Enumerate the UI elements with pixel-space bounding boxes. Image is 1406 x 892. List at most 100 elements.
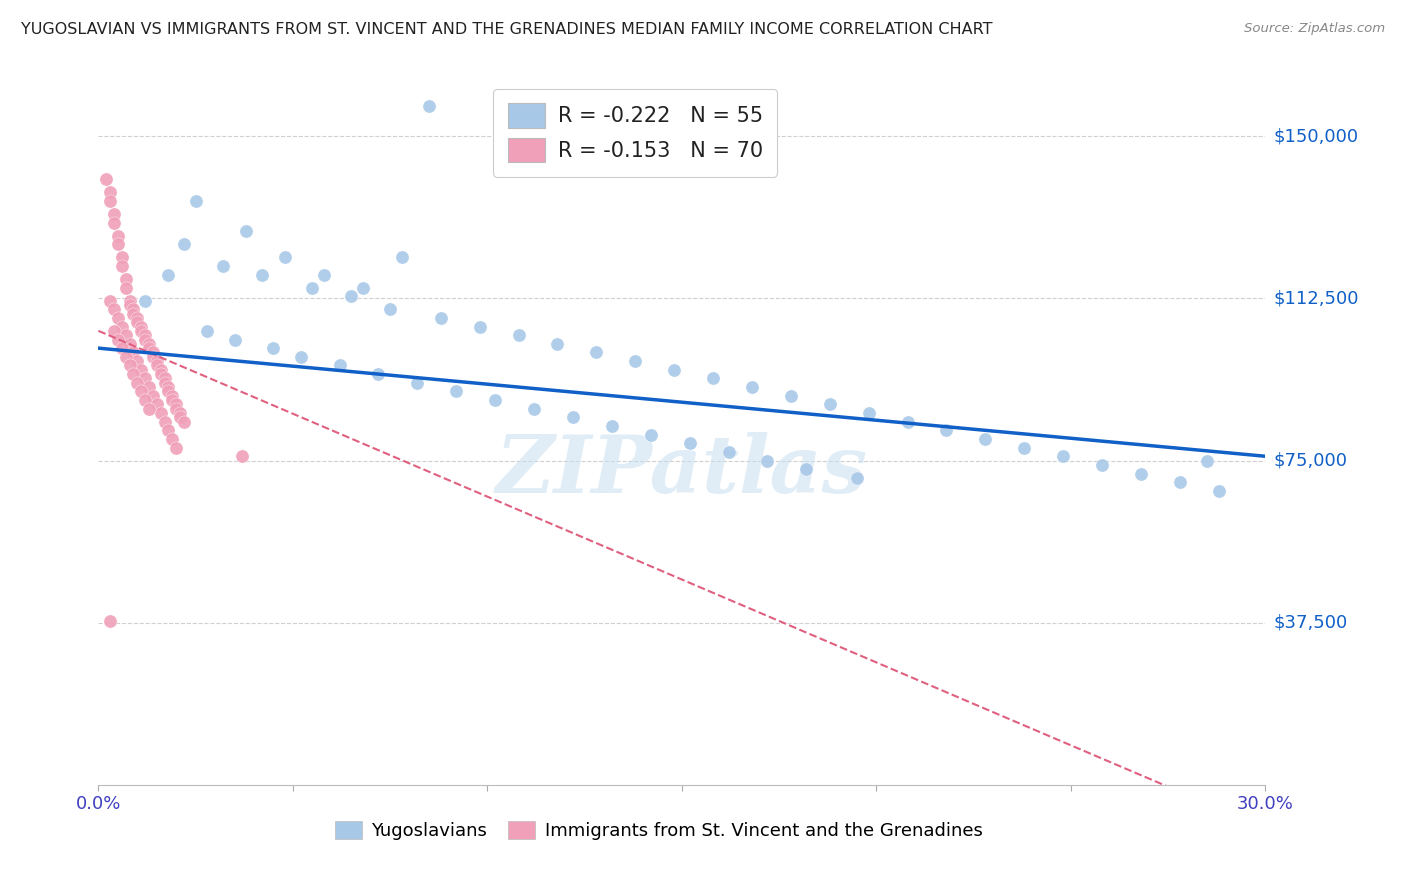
Point: [224, 333, 246, 347]
Point: [98, 614, 121, 628]
Point: [756, 453, 779, 467]
Point: [312, 268, 335, 282]
Point: [600, 419, 623, 434]
Point: [103, 302, 125, 317]
Point: [585, 345, 607, 359]
Point: [329, 359, 352, 373]
Point: [717, 445, 740, 459]
Point: [138, 341, 160, 355]
Point: [127, 310, 149, 325]
Point: [1129, 467, 1152, 481]
Point: [114, 328, 136, 343]
Point: [406, 376, 429, 390]
Point: [118, 298, 141, 312]
Point: [111, 250, 134, 264]
Point: [446, 384, 468, 399]
Point: [1052, 450, 1074, 464]
Point: [129, 384, 152, 399]
Point: [142, 350, 165, 364]
Text: $75,000: $75,000: [1274, 451, 1348, 469]
Point: [250, 268, 273, 282]
Point: [149, 363, 172, 377]
Point: [301, 280, 323, 294]
Point: [122, 367, 145, 381]
Point: [118, 293, 141, 308]
Point: [127, 315, 149, 329]
Point: [1091, 458, 1114, 472]
Point: [146, 354, 169, 368]
Point: [162, 392, 184, 407]
Point: [114, 280, 136, 294]
Point: [173, 237, 195, 252]
Text: $150,000: $150,000: [1274, 128, 1358, 145]
Point: [114, 350, 136, 364]
Point: [149, 406, 172, 420]
Point: [624, 354, 647, 368]
Legend: Yugoslavians, Immigrants from St. Vincent and the Grenadines: Yugoslavians, Immigrants from St. Vincen…: [328, 814, 990, 847]
Point: [153, 415, 176, 429]
Point: [129, 324, 152, 338]
Point: [122, 302, 145, 317]
Point: [796, 462, 818, 476]
Point: [138, 336, 160, 351]
Point: [858, 406, 880, 420]
Point: [231, 450, 253, 464]
Point: [138, 380, 160, 394]
Point: [846, 471, 869, 485]
Point: [127, 376, 149, 390]
Point: [114, 272, 136, 286]
Text: Source: ZipAtlas.com: Source: ZipAtlas.com: [1244, 22, 1385, 36]
Point: [107, 310, 129, 325]
Point: [111, 259, 134, 273]
Point: [157, 384, 180, 399]
Point: [103, 324, 125, 338]
Point: [662, 363, 685, 377]
Point: [165, 441, 187, 455]
Point: [340, 289, 363, 303]
Point: [468, 319, 491, 334]
Point: [702, 371, 724, 385]
Point: [134, 392, 156, 407]
Point: [142, 345, 165, 359]
Text: YUGOSLAVIAN VS IMMIGRANTS FROM ST. VINCENT AND THE GRENADINES MEDIAN FAMILY INCO: YUGOSLAVIAN VS IMMIGRANTS FROM ST. VINCE…: [21, 22, 993, 37]
Point: [98, 293, 121, 308]
Point: [818, 397, 841, 411]
Point: [562, 410, 585, 425]
Point: [235, 224, 257, 238]
Point: [380, 302, 402, 317]
Point: [1012, 441, 1035, 455]
Point: [367, 367, 389, 381]
Point: [523, 401, 546, 416]
Point: [262, 341, 284, 355]
Point: [157, 380, 180, 394]
Point: [1195, 453, 1218, 467]
Point: [935, 423, 957, 437]
Point: [127, 354, 149, 368]
Point: [165, 397, 187, 411]
Point: [96, 172, 118, 186]
Point: [418, 99, 440, 113]
Point: [118, 359, 141, 373]
Point: [107, 228, 129, 243]
Point: [896, 415, 918, 429]
Point: [162, 432, 184, 446]
Point: [107, 237, 129, 252]
Point: [134, 333, 156, 347]
Point: [157, 268, 180, 282]
Point: [129, 319, 152, 334]
Point: [134, 371, 156, 385]
Point: [429, 310, 451, 325]
Point: [169, 410, 191, 425]
Point: [142, 389, 165, 403]
Point: [184, 194, 207, 208]
Point: [153, 371, 176, 385]
Text: $112,500: $112,500: [1274, 289, 1360, 308]
Point: [679, 436, 702, 450]
Point: [640, 427, 662, 442]
Point: [122, 345, 145, 359]
Point: [138, 401, 160, 416]
Point: [274, 250, 297, 264]
Point: [157, 423, 180, 437]
Point: [111, 341, 134, 355]
Point: [1168, 475, 1191, 490]
